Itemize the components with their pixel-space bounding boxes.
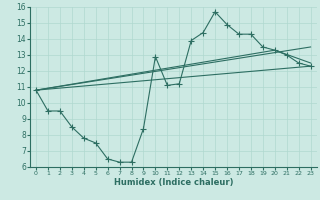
X-axis label: Humidex (Indice chaleur): Humidex (Indice chaleur)	[114, 178, 233, 187]
